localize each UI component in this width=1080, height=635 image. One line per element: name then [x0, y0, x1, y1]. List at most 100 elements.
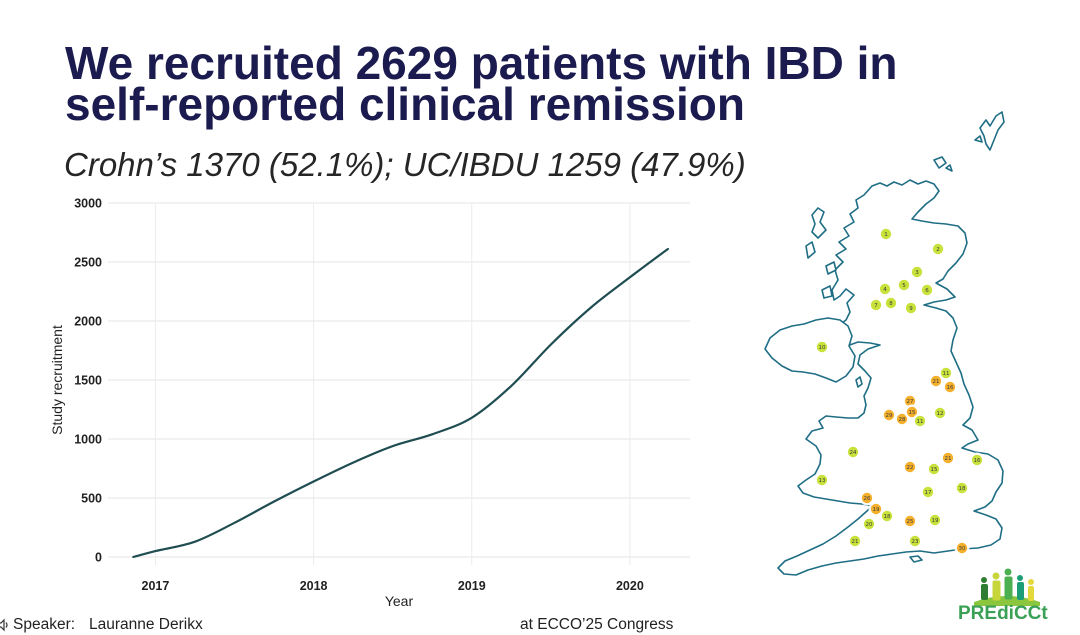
site-marker-label: 12: [937, 411, 944, 417]
site-marker: 16: [942, 379, 958, 395]
chart-series: [132, 247, 669, 559]
site-marker: 3: [909, 264, 925, 280]
site-marker: 19: [927, 512, 943, 528]
site-marker-label: 30: [959, 546, 966, 552]
site-marker-label: 25: [907, 519, 914, 525]
site-marker: 12: [932, 405, 948, 421]
x-axis-ticks: 2017 2018 2019 2020: [142, 579, 644, 593]
y-axis-ticks: 0 500 1000 1500 2000 2500 3000: [74, 197, 102, 565]
site-marker-label: 16: [947, 385, 954, 391]
site-marker: 11: [938, 365, 954, 381]
site-marker: 21: [847, 533, 863, 549]
recruitment-line-chart: 0 500 1000 1500 2000 2500 3000 2017 2018 2019 202…: [49, 197, 690, 609]
site-marker-label: 4: [883, 287, 887, 293]
site-marker: 16: [969, 452, 985, 468]
site-marker: 9: [903, 300, 919, 316]
slide-subtitle: Crohn’s 1370 (52.1%); UC/IBDU 1259 (47.9…: [64, 146, 746, 183]
site-marker-label: 18: [884, 514, 891, 520]
site-marker: 1: [878, 226, 894, 242]
site-marker-label: 11: [917, 419, 924, 425]
site-marker-label: 2: [936, 247, 940, 253]
site-marker-label: 21: [945, 456, 952, 462]
site-marker: 18: [954, 480, 970, 496]
site-marker-label: 1: [884, 232, 888, 238]
site-marker-label: 26: [864, 496, 871, 502]
site-marker-label: 6: [925, 288, 929, 294]
y-tick-label: 500: [81, 492, 102, 506]
site-marker: 20: [861, 516, 877, 532]
slide-title-line-2: self-reported clinical remission: [65, 78, 746, 130]
site-marker: 2: [930, 241, 946, 257]
y-tick-label: 1500: [74, 374, 102, 388]
predicct-people-icon: [974, 568, 1040, 606]
site-marker-label: 19: [873, 507, 880, 513]
slide-title-line-1: We recruited 2629 patients with IBD in: [65, 37, 898, 89]
y-axis-title: Study recruitment: [49, 325, 65, 435]
site-marker-label: 13: [819, 478, 826, 484]
site-marker-label: 28: [899, 417, 906, 423]
map-outline: [764, 111, 1005, 576]
site-marker: 18: [879, 508, 895, 524]
site-marker: 17: [920, 484, 936, 500]
site-marker-label: 22: [907, 465, 914, 471]
site-marker: 19: [868, 501, 884, 517]
site-marker-label: 27: [907, 399, 914, 405]
y-tick-label: 0: [95, 551, 102, 565]
speaker-label: Speaker:: [13, 616, 76, 633]
y-tick-label: 1000: [74, 433, 102, 447]
site-marker-label: 3: [915, 270, 919, 276]
speaker-name: Lauranne Derikx: [89, 616, 203, 633]
site-marker-label: 8: [889, 301, 893, 307]
x-tick-label: 2017: [142, 579, 170, 593]
logo-text: PREdiCCt: [958, 603, 1048, 624]
site-marker: 21: [940, 450, 956, 466]
y-tick-label: 2500: [74, 256, 102, 270]
isle-of-wight-outline: [909, 555, 923, 563]
chart-grid: [108, 202, 690, 565]
site-marker: 26: [859, 490, 875, 506]
site-marker-label: 15: [931, 467, 938, 473]
northern-ireland-outline: [764, 317, 856, 383]
site-marker-label: 19: [932, 518, 939, 524]
site-marker: 23: [907, 533, 923, 549]
site-marker-label: 9: [909, 306, 913, 312]
site-marker-label: 16: [974, 458, 981, 464]
hebrides-outline: [805, 207, 837, 299]
site-marker-label: 24: [850, 450, 857, 456]
site-marker: 21: [928, 373, 944, 389]
site-marker: 30: [954, 540, 970, 556]
site-marker: 22: [902, 459, 918, 475]
site-marker: 7: [868, 297, 884, 313]
site-marker-label: 23: [912, 539, 919, 545]
site-marker: 13: [814, 472, 830, 488]
y-tick-label: 3000: [74, 197, 102, 211]
site-marker: 8: [883, 295, 899, 311]
speaker-icon: [0, 618, 8, 632]
site-marker: 11: [912, 413, 928, 429]
event-name: at ECCO’25 Congress: [520, 616, 674, 633]
site-marker-label: 7: [874, 303, 878, 309]
site-marker: 24: [845, 444, 861, 460]
site-marker: 10: [814, 339, 830, 355]
x-axis-title: Year: [385, 593, 414, 609]
orkney-outline: [933, 156, 953, 172]
isle-of-man-outline: [855, 376, 863, 388]
site-marker-label: 17: [925, 490, 932, 496]
site-marker-label: 5: [902, 283, 906, 289]
site-marker: 15: [926, 461, 942, 477]
predicct-logo: PREdiCCt: [952, 560, 1057, 630]
site-marker-label: 20: [866, 522, 873, 528]
site-marker: 25: [902, 513, 918, 529]
site-marker-label: 15: [909, 410, 916, 416]
site-marker-label: 21: [933, 379, 940, 385]
site-marker-label: 29: [886, 413, 893, 419]
y-tick-label: 2000: [74, 315, 102, 329]
site-marker-label: 10: [819, 345, 826, 351]
site-marker: 6: [919, 282, 935, 298]
site-marker: 4: [877, 281, 893, 297]
x-tick-label: 2019: [458, 579, 486, 593]
x-tick-label: 2020: [616, 579, 644, 593]
site-marker-label: 21: [852, 539, 859, 545]
